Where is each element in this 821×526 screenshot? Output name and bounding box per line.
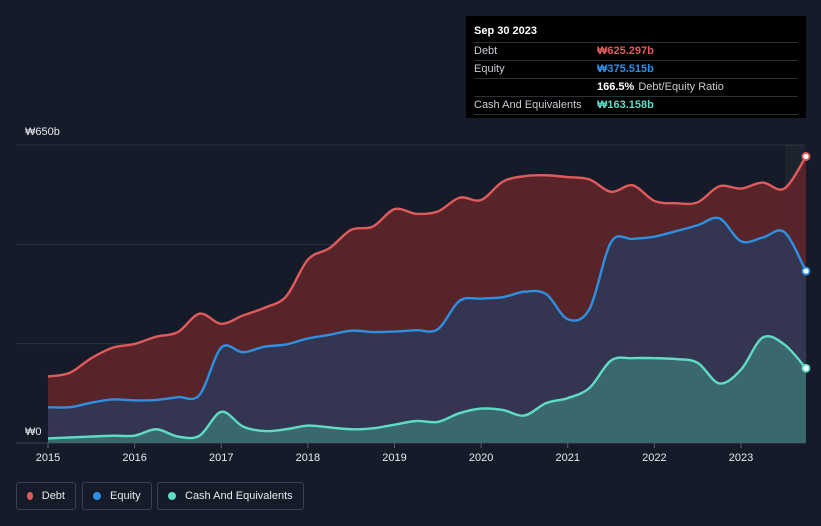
tooltip-row-cash: Cash And Equivalents ₩163.158b — [474, 96, 798, 115]
tooltip-ratio-value: 166.5% — [597, 81, 635, 93]
cash-line — [47, 334, 807, 440]
x-tick-label-2021: 2021 — [556, 452, 580, 464]
x-tick-label-2018: 2018 — [296, 452, 320, 464]
tooltip-equity-label: Equity — [474, 63, 505, 75]
chart-ticks: ₩650b ₩0 2015 2016 2017 2018 2019 2020 2021 2022 2… — [25, 126, 753, 464]
x-tick-label-2015: 2015 — [36, 452, 60, 464]
chart-lines — [47, 155, 808, 440]
tooltip-debt-value: ₩625.297b — [597, 45, 654, 57]
equity-line — [47, 216, 808, 409]
chart-areas — [48, 156, 806, 443]
tooltip-debt-label: Debt — [474, 45, 498, 57]
legend-equity-label: Equity — [110, 490, 141, 502]
debt-line — [47, 155, 807, 378]
chart-tooltip: Sep 30 2023 Debt ₩625.297b Equity ₩375.5… — [466, 16, 806, 118]
y-tick-label-top: ₩650b — [25, 126, 60, 138]
legend-cash-label: Cash And Equivalents — [185, 490, 293, 502]
legend-debt-label: Debt — [41, 490, 65, 502]
equity-endpoint — [801, 266, 811, 276]
x-tick-label-2019: 2019 — [382, 452, 406, 464]
x-tick-label-2017: 2017 — [209, 452, 233, 464]
tooltip-ratio-label: Debt/Equity Ratio — [638, 81, 724, 93]
tooltip-ratio-spacer — [474, 79, 597, 96]
cash-dot-icon — [168, 492, 176, 500]
y-tick-label-bottom: ₩0 — [25, 426, 42, 438]
x-tick-label-2020: 2020 — [469, 452, 493, 464]
tooltip-date: Sep 30 2023 — [474, 25, 537, 37]
tooltip-cash-label: Cash And Equivalents — [474, 99, 582, 111]
chart-endpoints — [801, 152, 811, 373]
x-tick-label-2016: 2016 — [122, 452, 146, 464]
x-tick-label-2023: 2023 — [729, 452, 753, 464]
tooltip-equity-value: ₩375.515b — [597, 63, 654, 75]
tooltip-row-debt: Debt ₩625.297b — [474, 42, 798, 60]
equity-dot-icon — [93, 492, 101, 500]
legend-item-cash[interactable]: Cash And Equivalents — [157, 482, 304, 510]
tooltip-cash-value: ₩163.158b — [597, 99, 654, 111]
debt-dot-icon — [27, 492, 33, 500]
x-tick-label-2022: 2022 — [642, 452, 666, 464]
tooltip-row-equity: Equity ₩375.515b — [474, 60, 798, 78]
legend-item-equity[interactable]: Equity — [82, 482, 152, 510]
cash-endpoint — [801, 363, 811, 373]
debt-endpoint — [801, 152, 811, 161]
tooltip-row-ratio: 166.5% Debt/Equity Ratio — [474, 78, 798, 96]
cash-area — [48, 336, 806, 443]
legend-item-debt[interactable]: Debt — [16, 482, 76, 510]
